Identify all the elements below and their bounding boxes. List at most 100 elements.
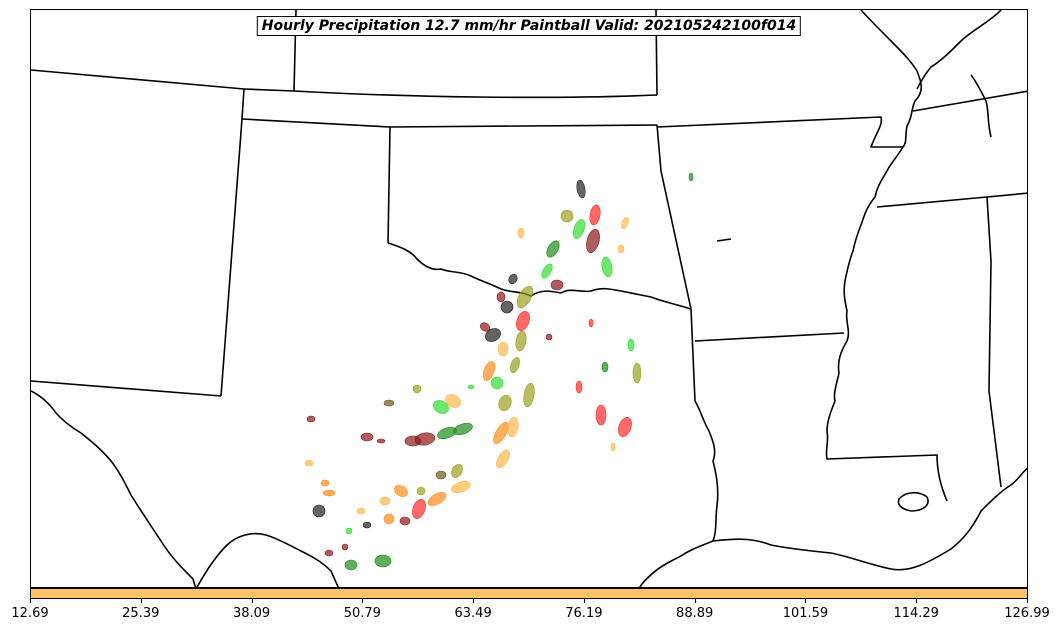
gulf-coast-louisiana [712,467,1027,571]
precip-paintball [493,422,509,444]
precip-paintball [595,404,607,426]
missouri-north-kentucky [912,90,1027,112]
precip-paintball [510,357,520,373]
precip-paintball [572,219,586,239]
precip-paintball [312,504,326,518]
precip-paintball [498,394,512,412]
colorbar-tick-mark [362,599,364,603]
missouri-arkansas-border [656,116,903,148]
precip-paintball [546,240,560,258]
precip-paintball [416,486,426,496]
precip-paintball [523,382,535,408]
precip-paintball [617,244,625,254]
gulf-coast-texas [639,540,714,587]
colorbar-tick-mark [140,599,142,603]
mississippi-upper [860,10,923,148]
precip-paintball [376,438,386,444]
colorbar-tick-label: 126.99 [1004,606,1050,621]
oklahoma-panhandle [387,126,391,244]
precip-paintball [610,442,616,452]
lake-pontchartrain [897,491,929,512]
precip-paintball [345,527,353,535]
precip-paintball [550,279,564,291]
precip-paintball [515,330,527,352]
precip-paintball [427,492,447,506]
precip-paintball [360,432,374,442]
mississippi-river [825,146,948,502]
colorbar-tick-label: 88.89 [676,606,714,621]
rio-grande-south [196,532,339,587]
precip-paintball [451,480,471,494]
precip-paintball [306,415,316,423]
precip-paintball [344,559,358,571]
colorbar-tick-mark [473,599,475,603]
small-lake-north [970,74,992,138]
precip-paintball [482,361,496,381]
precip-paintball [383,513,395,525]
colorbar-tick-mark [694,599,696,603]
precip-paintball [588,318,594,328]
precip-paintball [435,470,447,480]
precip-paintball [627,338,635,352]
colorbar-tick-label: 63.49 [454,606,492,621]
precip-paintball [490,376,504,390]
precip-paintball [589,204,601,226]
colorado-kansas-border [31,69,391,128]
colorbar-tick-mark [30,599,31,603]
precip-paintball [516,285,534,309]
red-river [387,242,692,310]
nebraska-kansas-border [243,88,658,99]
precip-paintball [445,394,461,408]
precip-paintball [485,328,501,342]
precip-paintball [433,400,449,414]
precip-paintball [479,322,491,332]
map-canvas [31,10,1027,587]
colorbar-tick-mark [583,599,585,603]
precip-paintball [497,341,509,357]
precip-paintball [356,507,366,515]
arkansas-louisiana-border [694,332,845,342]
precip-paintball [516,311,530,331]
precip-paintball [601,256,613,278]
precip-paintball [394,485,408,497]
precip-paintball [322,489,336,497]
tennessee-border [876,192,1027,208]
precip-paintball [412,384,422,394]
precip-paintball [576,179,586,199]
colorbar-tick-label: 38.09 [232,606,271,621]
precip-paintball [404,435,422,447]
colorbar-tick-mark [805,599,807,603]
precip-paintball [362,521,372,529]
colorbar-tick-label: 76.19 [565,606,603,621]
precip-paintball [621,216,629,230]
river-sabine-detail [716,238,732,242]
alabama-mississippi [986,196,1002,488]
colorbar-tick-mark [1027,599,1028,603]
precip-paintball [412,499,426,519]
colorbar [30,588,1028,599]
precip-paintball [507,416,519,438]
precip-paintball [320,479,330,487]
precip-paintball [341,543,349,551]
precip-paintball [453,422,473,436]
precip-paintball [496,291,506,303]
new-mexico-colorado-border [220,118,243,397]
colorbar-tick-label: 101.59 [782,606,829,621]
precip-paintball [618,417,632,437]
colorbar-tick-label: 25.39 [122,606,160,621]
precip-paintball [324,549,334,557]
precip-paintball [467,384,475,390]
texas-louisiana-border [690,308,719,542]
precip-paintball [379,496,391,506]
precip-paintball [304,459,314,467]
precip-paintball [517,227,525,239]
colorbar-tick-mark [916,599,918,603]
colorbar-tick-mark [251,599,253,603]
precip-paintball [500,300,514,314]
precip-paintball [586,229,600,253]
precip-paintball [575,380,583,394]
precip-paintball [508,273,518,285]
colorbar-tick-label: 114.29 [893,606,939,621]
precip-paintball [545,333,553,341]
precip-paintball [451,464,463,478]
